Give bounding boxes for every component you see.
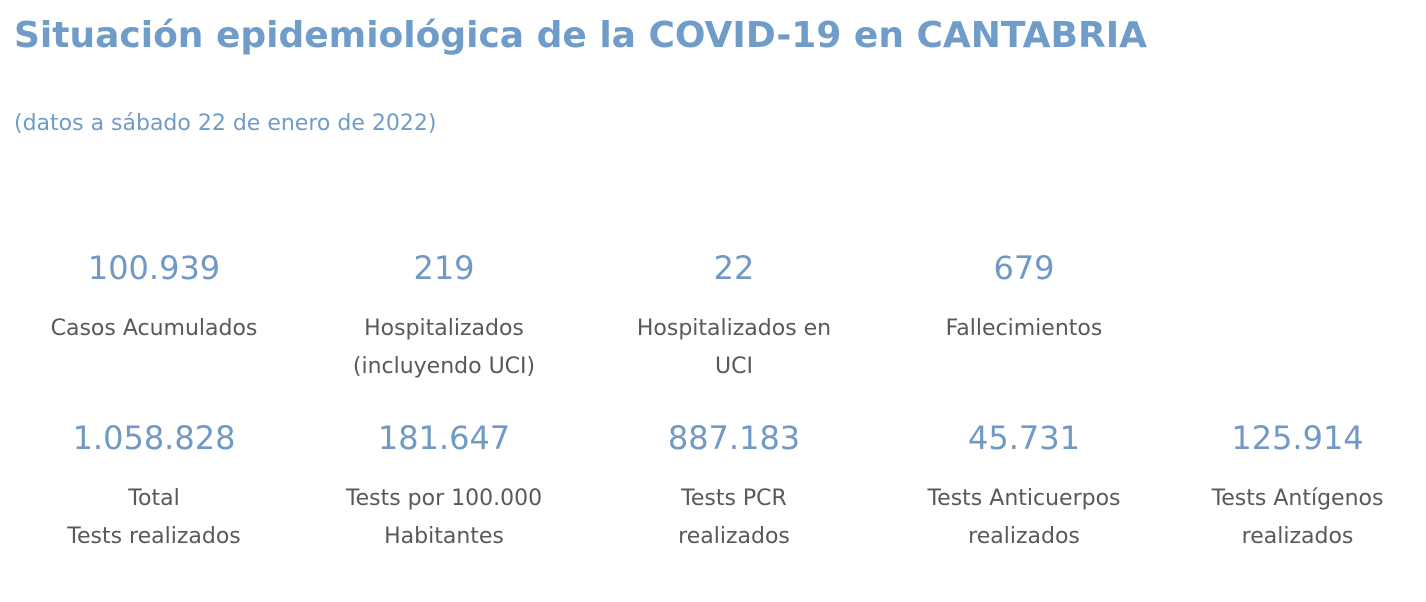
stat-label: Tests Anticuerpos realizados (927, 486, 1121, 549)
stat-value: 181.647 (377, 419, 511, 457)
stat-tests-pcr: 887.183 Tests PCR realizados (589, 416, 879, 556)
stat-value: 100.939 (87, 249, 221, 287)
stat-hospitalizados-uci: 22 Hospitalizados en UCI (589, 246, 879, 386)
stat-fallecimientos: 679 Fallecimientos (879, 246, 1169, 348)
stat-label: Hospitalizados (incluyendo UCI) (352, 316, 536, 379)
stat-label: Hospitalizados en UCI (636, 316, 832, 379)
stat-value: 219 (413, 249, 475, 287)
stat-total-tests: 1.058.828 Total Tests realizados (9, 416, 299, 556)
page-title: Situación epidemiológica de la COVID-19 … (14, 15, 1147, 56)
stat-label: Casos Acumulados (50, 316, 258, 341)
stat-value: 679 (993, 249, 1055, 287)
stat-value: 45.731 (968, 419, 1080, 457)
stat-label: Tests Antígenos realizados (1211, 486, 1384, 549)
stat-value: 1.058.828 (72, 419, 236, 457)
stat-casos-acumulados: 100.939 Casos Acumulados (9, 246, 299, 348)
stat-label: Total Tests realizados (67, 486, 241, 549)
stat-value: 22 (713, 249, 755, 287)
stat-label: Tests por 100.000 Habitantes (345, 486, 543, 549)
stat-tests-por-100000: 181.647 Tests por 100.000 Habitantes (299, 416, 589, 556)
stat-hospitalizados: 219 Hospitalizados (incluyendo UCI) (299, 246, 589, 386)
stat-value: 887.183 (667, 419, 801, 457)
stat-value: 125.914 (1231, 419, 1364, 457)
data-date-subtitle: (datos a sábado 22 de enero de 2022) (14, 111, 437, 136)
stat-label: Tests PCR realizados (678, 486, 790, 549)
stat-tests-anticuerpos: 45.731 Tests Anticuerpos realizados (879, 416, 1169, 556)
stat-tests-antigenos: 125.914 Tests Antígenos realizados (1169, 416, 1426, 556)
stat-label: Fallecimientos (945, 316, 1103, 341)
